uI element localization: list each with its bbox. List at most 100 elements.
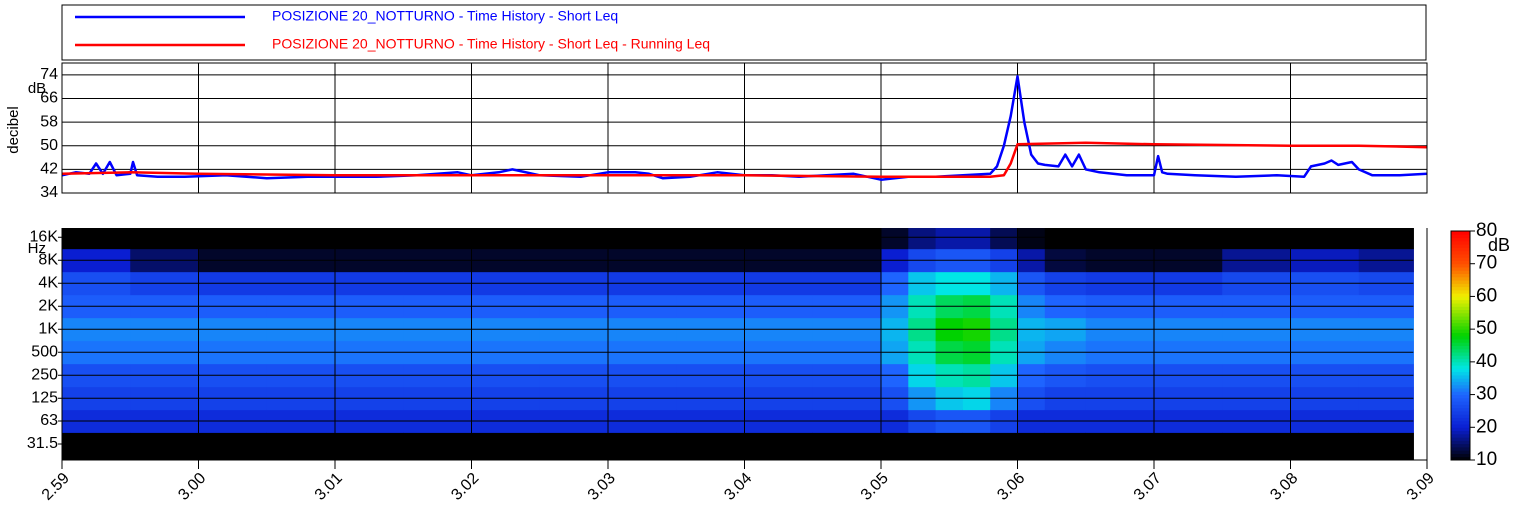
colorbar-unit: dB [1488,235,1510,255]
colorbar-tick-label: 10 [1476,449,1497,470]
colorbar-tick-label: 50 [1476,318,1497,339]
colorbar-segment [1451,306,1470,311]
legend-box [61,4,1427,61]
colorbar-segment [1451,424,1470,428]
colorbar-segment [1451,309,1470,314]
colorbar-segment [1451,446,1470,451]
heatmap-cell [471,228,541,250]
heatmap-cell [908,432,937,461]
plot-frame [61,62,1428,194]
heatmap-cell [1044,432,1087,461]
y-axis-label: decibel [5,106,22,154]
colorbar-segment [1451,414,1470,418]
colorbar-segment [1451,456,1470,461]
heatmap-cell [403,432,473,461]
colorbar-segment [1451,355,1470,360]
heatmap-cell [608,432,677,461]
x-tick-label: 3.04 [721,470,755,504]
heatmap-cell [908,228,937,250]
heatmap-cell [1017,432,1046,461]
colorbar-segment [1451,378,1470,382]
heatmap-cell [1154,228,1223,250]
colorbar-segment [1451,289,1470,294]
y-tick-label: 250 [31,366,58,383]
heatmap-cell [1290,432,1360,461]
colorbar-segment [1451,365,1470,369]
colorbar-segment [1451,332,1470,337]
colorbar-segment [1451,417,1470,422]
heatmap-cell [935,432,964,461]
colorbar-segment [1451,407,1470,412]
heatmap-cell [1222,228,1292,250]
heatmap-cell [744,432,814,461]
colorbar-segment [1451,231,1470,235]
y-tick-label: 8K [38,251,58,268]
colorbar-segment [1451,299,1470,304]
colorbar-segment [1451,257,1470,261]
colorbar-segment [1451,384,1470,389]
y-tick-label: 2K [38,297,58,314]
heatmap-cell [1358,228,1414,250]
colorbar-segment [1451,335,1470,340]
x-tick-label: 3.08 [1267,470,1301,504]
heatmap-cell [1154,432,1223,461]
heatmap-cell [676,432,746,461]
heatmap-cell [744,228,814,250]
heatmap-cell [62,228,131,250]
colorbar-segment [1451,237,1470,242]
heatmap-cell [990,432,1019,461]
colorbar-segment [1451,391,1470,396]
y-tick-label: 63 [40,412,58,429]
colorbar-tick-label: 30 [1476,384,1497,405]
colorbar-segment [1451,397,1470,402]
x-tick-label: 3.05 [858,470,892,504]
y-tick-label: 16K [30,228,59,245]
heatmap-cell [403,228,473,250]
colorbar-segment [1451,276,1470,281]
x-tick-label: 3.03 [585,470,619,504]
y-tick-label: 125 [31,389,58,406]
x-tick-label: 3.07 [1131,470,1165,504]
heatmap-cell [266,228,336,250]
colorbar-segment [1451,253,1470,258]
colorbar-segment [1451,437,1470,441]
heatmap-cell [962,228,991,250]
colorbar-segment [1451,286,1470,291]
x-tick-label: 3.06 [994,470,1028,504]
colorbar-segment [1451,371,1470,376]
heatmap-cell [1017,228,1046,250]
heatmap-cell [335,228,404,250]
heatmap-cell [1044,228,1087,250]
heatmap-cell [1222,432,1292,461]
heatmap-cell [812,228,882,250]
x-tick-label: 3.02 [448,470,482,504]
colorbar-segment [1451,443,1470,448]
legend-label: POSIZIONE 20_NOTTURNO - Time History - S… [272,8,618,24]
heatmap-cell [1290,228,1360,250]
colorbar-segment [1451,329,1470,333]
colorbar-tick-label: 40 [1476,351,1497,372]
heatmap-cell [1085,228,1155,250]
colorbar-segment [1451,381,1470,386]
heatmap-cell [266,432,336,461]
heatmap-cell [198,432,268,461]
colorbar-segment [1451,234,1470,239]
y-tick-label: 66 [40,90,58,107]
heatmap-cell [962,432,991,461]
colorbar-segment [1451,450,1470,454]
colorbar-segment [1451,260,1470,265]
heatmap-cell [471,432,541,461]
colorbar-segment [1451,266,1470,271]
colorbar-segment [1451,283,1470,288]
heatmap-cell [881,432,909,461]
colorbar-segment [1451,280,1470,284]
colorbar-segment [1451,263,1470,268]
colorbar-segment [1451,247,1470,252]
y-tick-label: 1K [38,320,58,337]
colorbar-segment [1451,319,1470,324]
heatmap-cell [1358,432,1414,461]
colorbar-segment [1451,338,1470,343]
colorbar-segment [1451,302,1470,307]
heatmap-cell [130,432,200,461]
